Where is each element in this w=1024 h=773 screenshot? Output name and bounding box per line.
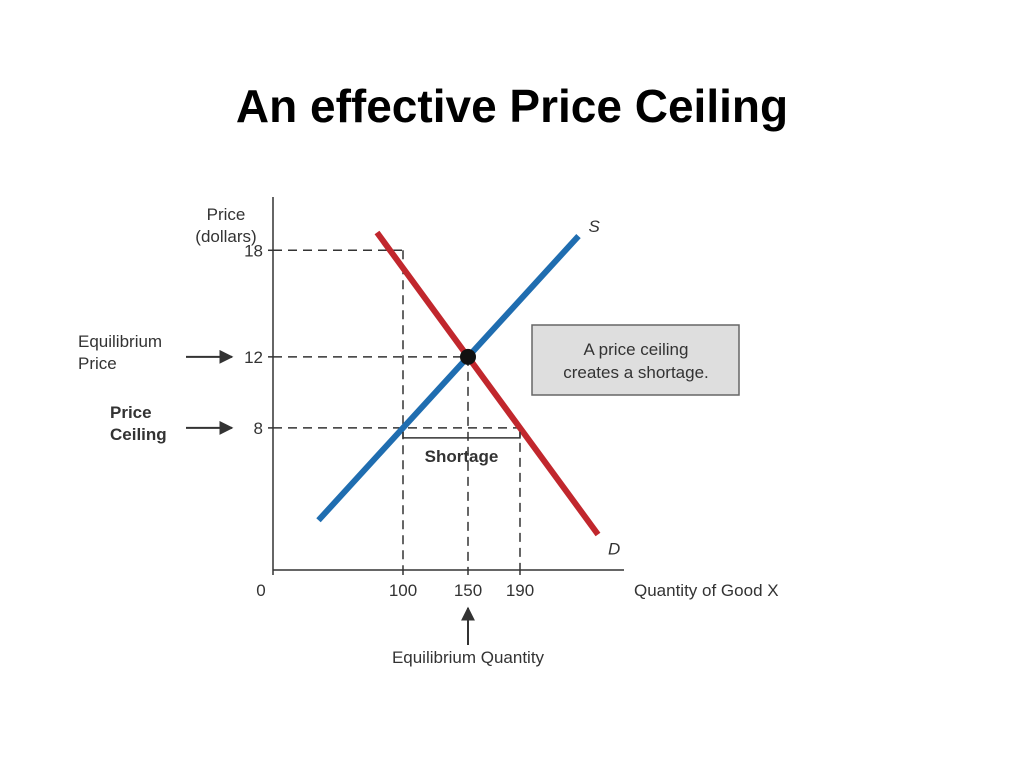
callout-text: creates a shortage. <box>563 363 709 382</box>
callout-text: A price ceiling <box>584 340 689 359</box>
x-tick-label: 190 <box>506 581 534 600</box>
annotation-text: Equilibrium <box>78 332 162 351</box>
quantity-note: Equilibrium Quantity <box>392 648 545 667</box>
x-tick-label: 0 <box>256 581 265 600</box>
x-tick-label: 100 <box>389 581 417 600</box>
x-tick-label: 150 <box>454 581 482 600</box>
series-label: D <box>608 539 620 558</box>
annotation-text: Ceiling <box>110 425 167 444</box>
supply-demand-line <box>374 230 601 537</box>
callout-box <box>531 324 740 396</box>
y-axis-label: (dollars) <box>195 227 256 246</box>
y-tick-label: 12 <box>244 348 263 367</box>
annotation-text: Price <box>110 403 152 422</box>
y-tick-label: 8 <box>254 419 263 438</box>
y-tick-label: 18 <box>244 241 263 260</box>
series-label: S <box>589 217 601 236</box>
slide-title: An effective Price Ceiling <box>236 80 788 132</box>
shortage-label: Shortage <box>425 447 499 466</box>
shortage-bracket <box>402 431 521 439</box>
supply-demand-line <box>316 234 581 523</box>
annotation-text: Price <box>78 354 117 373</box>
equilibrium-point <box>460 348 476 365</box>
y-axis-label: Price <box>207 205 246 224</box>
x-axis-label: Quantity of Good X <box>634 581 779 600</box>
